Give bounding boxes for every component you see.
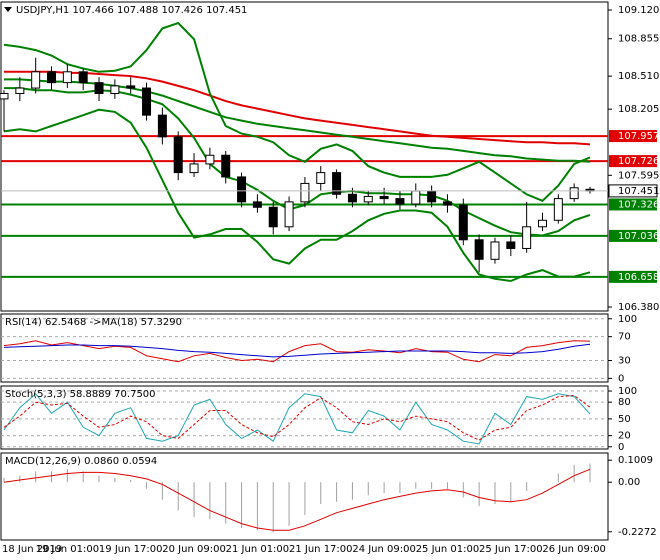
- x-tick-label: 19 Jun 17:00: [99, 544, 163, 555]
- current-price-box: [608, 184, 658, 198]
- y-tick-label: 0.1009: [618, 455, 653, 466]
- panel-title: Stoch(5,3,3) 58.8889 70.7500: [5, 389, 156, 400]
- y-tick-label: 50: [618, 414, 631, 425]
- candle-body: [537, 219, 547, 228]
- x-tick-label: 21 Jun 01:00: [226, 544, 290, 555]
- y-tick-label: 20: [618, 431, 631, 442]
- candle-body: [474, 239, 484, 260]
- level-label-box: [609, 130, 657, 143]
- indicator-line: [3, 468, 591, 531]
- level-label: 107.036: [618, 231, 659, 242]
- candle-body: [94, 82, 104, 94]
- y-tick-label: 100: [618, 386, 637, 397]
- indicator-line: [3, 394, 591, 441]
- candle-body: [553, 198, 563, 221]
- candle-body: [427, 190, 437, 203]
- candle-body: [284, 201, 294, 228]
- panel-frame: [0, 452, 609, 541]
- level-label: 106.658: [618, 272, 659, 283]
- y-tick-label: 108.855: [618, 34, 659, 45]
- panel-frame: [0, 385, 609, 450]
- level-label-box: [609, 198, 657, 211]
- x-tick-label: 21 Jun 17:00: [289, 544, 353, 555]
- candle-body: [237, 176, 247, 203]
- level-label: 107.726: [618, 156, 659, 167]
- collapse-icon: [4, 7, 12, 12]
- indicator-line: [3, 393, 591, 445]
- candle-body: [300, 182, 310, 203]
- y-tick-label: 100: [618, 314, 637, 325]
- current-price-label: 107.451: [618, 186, 659, 197]
- candle-body: [316, 172, 326, 184]
- candle-body: [173, 136, 183, 174]
- candle-body: [62, 71, 72, 84]
- candle-body: [78, 71, 88, 84]
- x-tick-label: 25 Jun 01:00: [416, 544, 480, 555]
- x-tick-label: 18 Jun 2019: [2, 544, 62, 555]
- panel-frame: [0, 1, 609, 312]
- indicator-line: [3, 21, 591, 202]
- candle-body: [522, 226, 532, 249]
- y-tick-label: 0: [618, 442, 624, 453]
- candle-body: [0, 92, 9, 100]
- panel-frame: [0, 313, 609, 383]
- x-tick-label: 20 Jun 09:00: [162, 544, 226, 555]
- y-tick-label: 30: [618, 356, 631, 367]
- y-tick-label: 107.595: [618, 170, 659, 181]
- candle-body: [268, 206, 278, 228]
- candle-body: [189, 163, 199, 174]
- candle-body: [395, 198, 405, 205]
- candle-body: [126, 85, 136, 89]
- indicator-line: [4, 70, 591, 146]
- level-label-box: [609, 155, 657, 168]
- candle-body: [411, 190, 421, 205]
- candle-body: [379, 195, 389, 200]
- y-tick-label: 106.380: [618, 302, 659, 313]
- panel-title: USDJPY,H1 107.466 107.488 107.426 107.45…: [16, 5, 247, 16]
- candle-body: [110, 85, 120, 94]
- y-tick-label: 108.510: [618, 71, 659, 82]
- candle-body: [506, 241, 516, 249]
- level-label: 107.957: [618, 131, 659, 142]
- candle-body: [205, 154, 215, 165]
- level-label: 107.326: [618, 199, 659, 210]
- candle-body: [47, 71, 57, 84]
- candle-body: [332, 172, 342, 195]
- candle-body: [458, 204, 468, 241]
- x-tick-label: 24 Jun 09:00: [352, 544, 416, 555]
- candle-body: [442, 201, 452, 206]
- candle-body: [31, 71, 41, 89]
- y-tick-label: 70: [618, 332, 631, 343]
- y-tick-label: 80: [618, 397, 631, 408]
- x-tick-label: 19 Jun 01:00: [36, 544, 100, 555]
- y-tick-label: 0.00: [618, 477, 640, 488]
- y-tick-label: 109.120: [618, 5, 659, 16]
- y-tick-label: 0: [618, 373, 624, 384]
- x-tick-label: 26 Jun 09:00: [542, 544, 606, 555]
- panel-title: RSI(14) 62.5468 ->MA(18) 57.3290: [5, 317, 182, 328]
- candle-body: [347, 193, 357, 203]
- indicator-line: [3, 340, 591, 363]
- candle-body: [363, 195, 373, 203]
- panel-title: MACD(12,26,9) 0.0860 0.0594: [5, 456, 157, 467]
- candle-body: [221, 154, 231, 178]
- candle-body: [142, 87, 152, 116]
- candle-body: [15, 87, 25, 94]
- y-tick-label: -0.2272: [618, 527, 657, 538]
- candle-body: [252, 201, 262, 208]
- indicator-line: [3, 108, 591, 283]
- indicator-line: [3, 343, 591, 358]
- level-label-box: [609, 229, 657, 242]
- candle-body: [490, 241, 500, 260]
- candle-body: [157, 114, 167, 138]
- level-label-box: [609, 270, 657, 283]
- candle-body: [569, 187, 579, 200]
- y-tick-label: 108.205: [618, 104, 659, 115]
- x-tick-label: 25 Jun 17:00: [479, 544, 543, 555]
